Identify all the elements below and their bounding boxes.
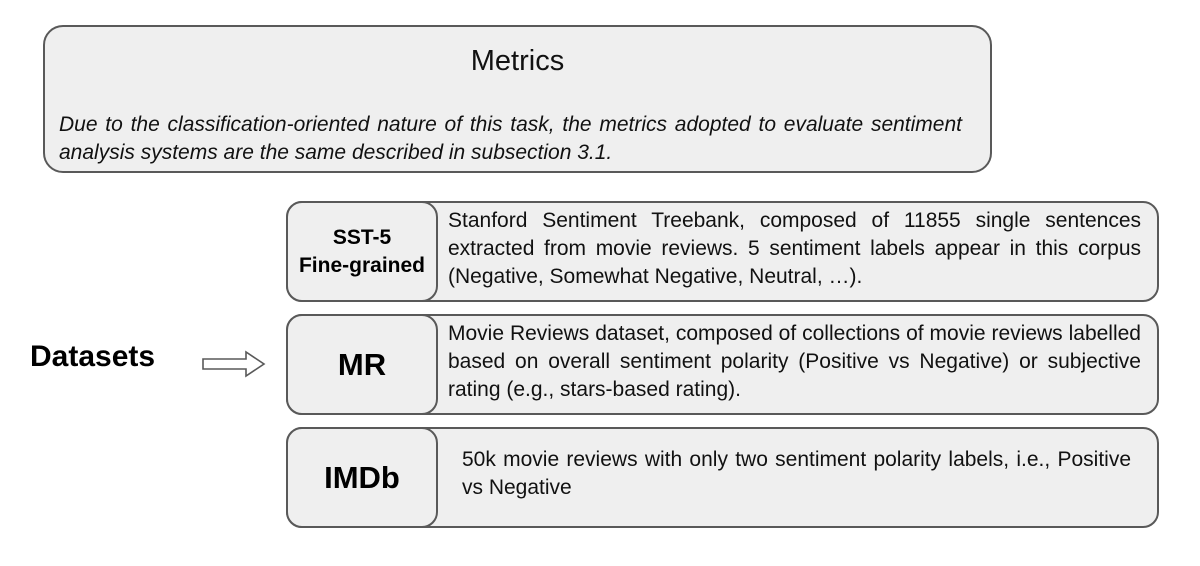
metrics-title: Metrics (470, 45, 565, 77)
datasets-label: Datasets (30, 340, 156, 373)
dataset-row-mr: MR Movie Reviews dataset, composed of co… (286, 314, 1159, 415)
dataset-description-imdb: 50k movie reviews with only two sentimen… (462, 448, 1131, 499)
dataset-row-imdb: IMDb 50k movie reviews with only two sen… (286, 427, 1159, 528)
dataset-key-imdb: IMDb (286, 427, 438, 528)
dataset-key-sst5-line1: SST-5 (332, 225, 392, 249)
arrow-right-outline-icon (202, 350, 266, 378)
dataset-row-sst5: SST-5 Fine-grained Stanford Sentiment Tr… (286, 201, 1159, 302)
dataset-key-mr: MR (286, 314, 438, 415)
metrics-description: Due to the classification-oriented natur… (59, 113, 962, 164)
dataset-description-sst5: Stanford Sentiment Treebank, composed of… (448, 209, 1141, 288)
dataset-key-sst5-line2: Fine-grained (298, 253, 425, 277)
metrics-box: Metrics Due to the classification-orient… (43, 25, 992, 173)
dataset-key-sst5: SST-5 Fine-grained (286, 201, 438, 302)
dataset-description-mr: Movie Reviews dataset, composed of colle… (448, 322, 1141, 401)
